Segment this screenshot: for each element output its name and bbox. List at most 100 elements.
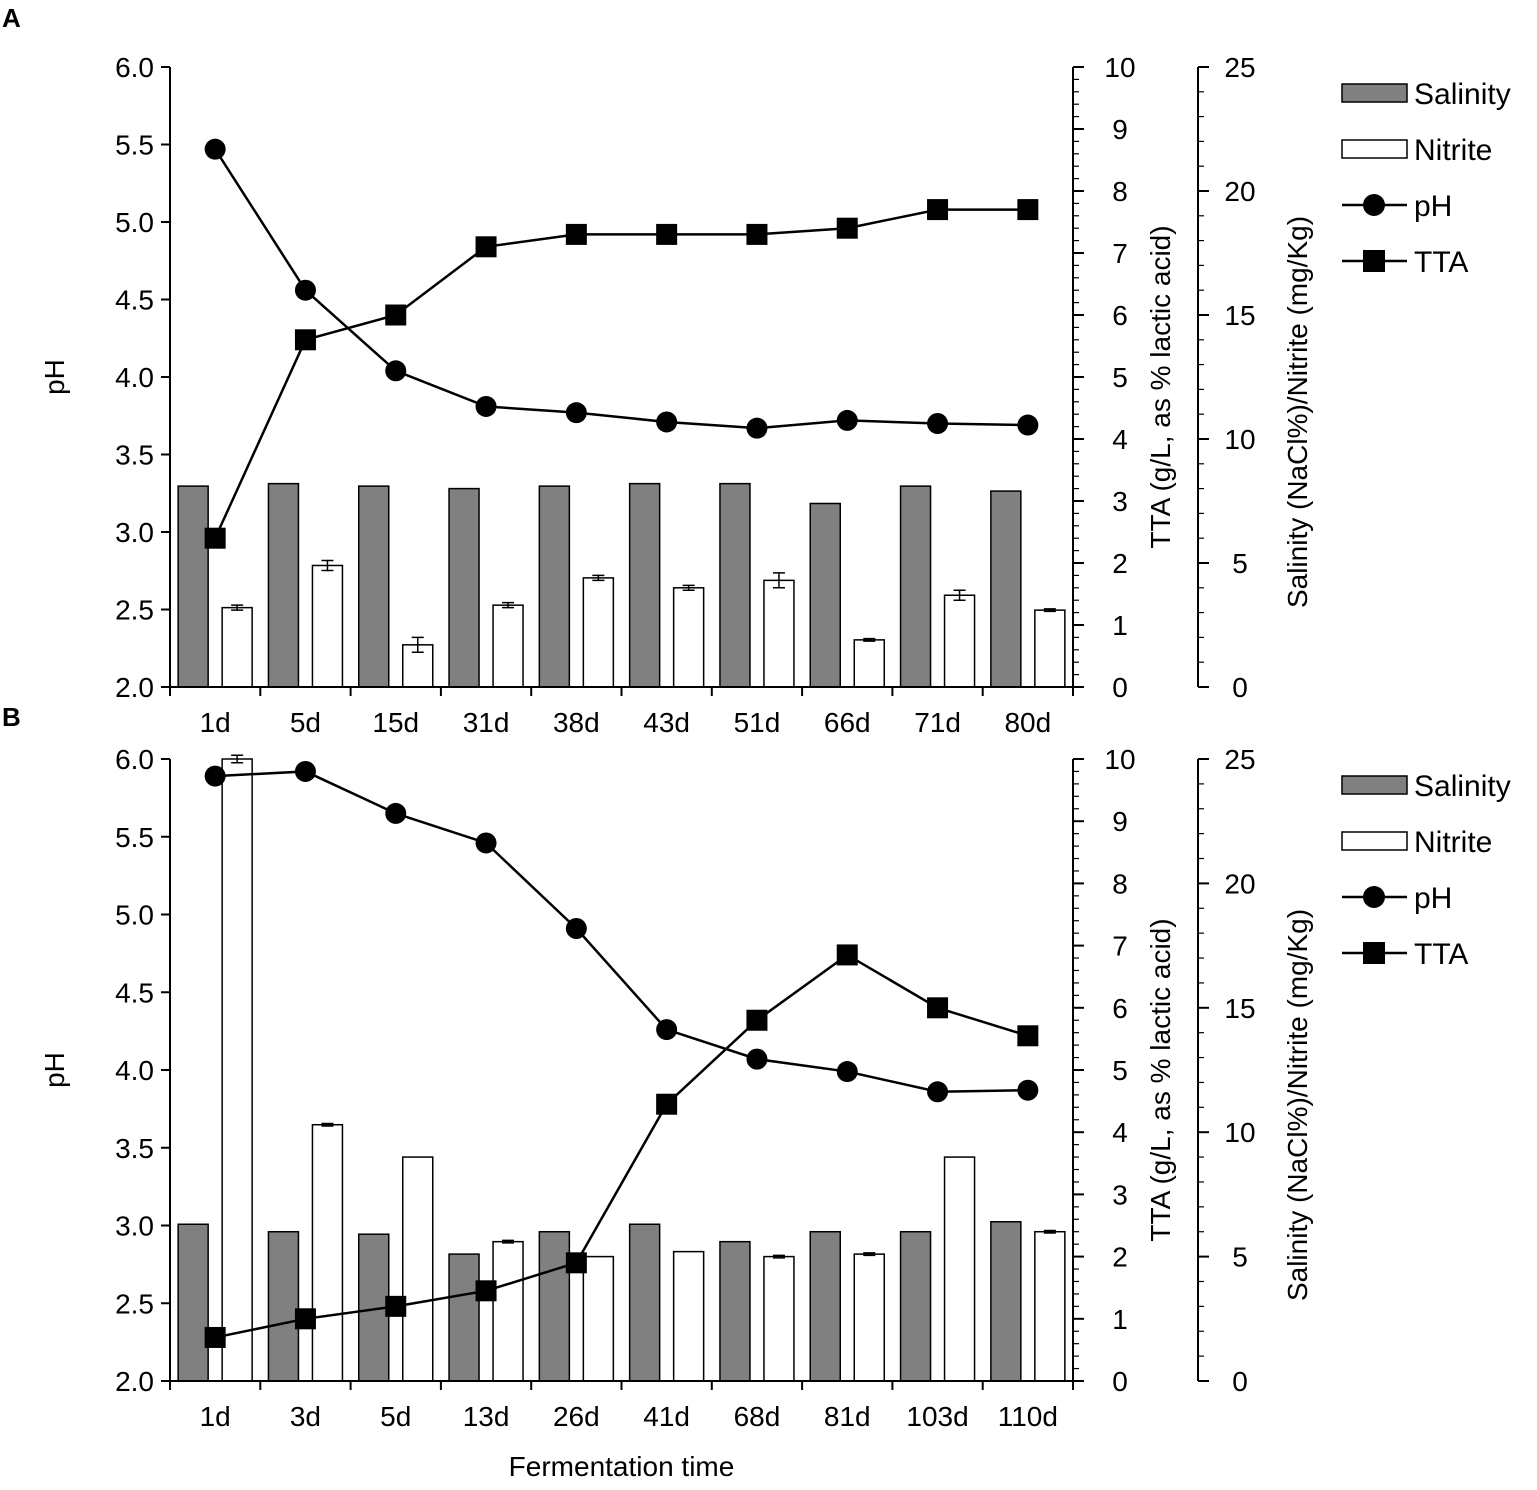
error-bar-nitrite-5d <box>321 559 334 572</box>
point-ph-38d <box>565 402 587 424</box>
bar-nitrite-41d <box>672 1250 705 1382</box>
y-axis-title-left: pH <box>39 1052 70 1088</box>
bar-salinity-110d <box>990 1221 1022 1382</box>
bar-nitrite-5d <box>311 564 344 688</box>
error-bar-nitrite-1d <box>231 604 244 611</box>
y-axis-title-left: pH <box>39 359 70 395</box>
y-tick-label-left: 6.0 <box>115 52 154 83</box>
x-axis-title: Fermentation time <box>509 1451 735 1482</box>
bar-nitrite-71d <box>943 594 976 688</box>
legend-marker-ph <box>1363 194 1385 216</box>
point-ph-1d <box>204 765 226 787</box>
y-axis-title-tta: TTA (g/L, as % lactic acid) <box>1145 225 1176 548</box>
y-tick-label-tta: 5 <box>1112 362 1128 393</box>
error-bar-nitrite-51d <box>772 572 785 589</box>
panel-b: B 2.0 2.5 3.0 3.5 4.0 4.5 5.0 5.5 6.0 pH 1d 3d 5d 13d 2… <box>2 702 1511 1482</box>
y-tick-label-salinity: 10 <box>1224 424 1255 455</box>
point-ph-31d <box>475 395 497 417</box>
x-tick-label: 81d <box>824 1401 871 1432</box>
point-ph-13d <box>475 832 497 854</box>
bar-salinity-1d <box>177 1223 209 1382</box>
y-tick-label-tta: 3 <box>1112 486 1128 517</box>
point-tta-5d <box>385 1295 407 1317</box>
legend-swatch-nitrite <box>1341 139 1408 159</box>
y-tick-label-tta: 9 <box>1112 806 1128 837</box>
y-tick-label-salinity: 15 <box>1224 300 1255 331</box>
x-tick-label: 110d <box>998 1401 1058 1432</box>
y-tick-label-left: 5.5 <box>115 130 154 161</box>
legend-marker-tta <box>1363 942 1385 964</box>
point-ph-26d <box>565 917 587 939</box>
legend-label-salinity: Salinity <box>1414 78 1511 111</box>
legend-label-tta: TTA <box>1414 938 1468 971</box>
point-tta-38d <box>565 223 587 245</box>
y-tick-label-tta: 4 <box>1112 1117 1128 1148</box>
point-tta-1d <box>204 527 226 549</box>
bar-nitrite-81d <box>853 1253 885 1382</box>
legend-label-salinity: Salinity <box>1414 770 1511 803</box>
line-tta <box>214 208 1028 539</box>
y-tick-label-tta: 1 <box>1112 1304 1128 1335</box>
y-tick-label-left: 4.0 <box>115 362 154 393</box>
point-ph-81d <box>836 1061 858 1083</box>
bar-salinity-38d <box>538 485 571 688</box>
y-tick-label-tta: 8 <box>1112 176 1128 207</box>
legend-label-ph: pH <box>1414 882 1452 915</box>
y-tick-label-salinity: 5 <box>1232 1242 1248 1273</box>
legend-swatch-nitrite <box>1341 831 1408 851</box>
point-tta-71d <box>927 199 949 221</box>
bar-nitrite-43d <box>672 587 705 688</box>
y-tick-label-tta: 2 <box>1112 1242 1128 1273</box>
bar-nitrite-103d <box>943 1156 976 1382</box>
y-tick-label-salinity: 20 <box>1224 868 1255 899</box>
y-tick-label-salinity: 20 <box>1224 176 1255 207</box>
bar-salinity-15d <box>358 485 390 688</box>
x-tick-label: 41d <box>643 1401 690 1432</box>
bar-salinity-26d <box>538 1230 571 1382</box>
point-ph-5d <box>385 802 407 824</box>
bar-salinity-68d <box>719 1240 751 1382</box>
y-tick-label-left: 4.0 <box>115 1055 154 1086</box>
y-tick-label-left: 3.5 <box>115 440 154 471</box>
point-ph-5d <box>294 279 316 301</box>
bar-nitrite-31d <box>492 604 524 688</box>
line-ph <box>215 770 1028 1094</box>
y-tick-label-tta: 8 <box>1112 868 1128 899</box>
point-tta-5d <box>294 329 316 351</box>
bar-salinity-31d <box>448 487 480 688</box>
bar-nitrite-1d <box>221 758 253 1382</box>
error-bar-nitrite-81d <box>863 1252 876 1257</box>
y-tick-label-left: 3.0 <box>115 517 154 548</box>
bar-nitrite-26d <box>582 1255 615 1382</box>
point-tta-43d <box>656 223 678 245</box>
x-tick-label: 1d <box>200 707 231 738</box>
legend-label-tta: TTA <box>1414 246 1468 279</box>
x-tick-label: 80d <box>1004 707 1051 738</box>
y-tick-label-tta: 5 <box>1112 1055 1128 1086</box>
y-tick-label-tta: 6 <box>1112 993 1128 1024</box>
y-tick-label-tta: 10 <box>1104 52 1135 83</box>
y-tick-label-salinity: 25 <box>1224 52 1255 83</box>
panel-letter: B <box>2 702 21 732</box>
bar-salinity-1d <box>177 485 209 688</box>
y-tick-label-left: 2.5 <box>115 1288 154 1319</box>
error-bar-nitrite-13d <box>502 1239 515 1244</box>
x-tick-label: 51d <box>734 707 781 738</box>
legend-marker-tta <box>1363 250 1385 272</box>
bar-salinity-13d <box>448 1253 480 1382</box>
point-tta-110d <box>1017 1025 1039 1047</box>
y-tick-label-tta: 0 <box>1112 1366 1128 1397</box>
point-ph-110d <box>1017 1079 1039 1101</box>
x-tick-label: 43d <box>643 707 690 738</box>
y-tick-label-left: 2.0 <box>115 1366 154 1397</box>
bar-salinity-80d <box>990 490 1022 688</box>
panel-letter: A <box>2 3 21 33</box>
point-ph-68d <box>746 1048 768 1070</box>
error-bar-nitrite-71d <box>953 589 966 601</box>
y-tick-label-left: 4.5 <box>115 285 154 316</box>
bar-salinity-3d <box>267 1230 300 1382</box>
point-tta-1d <box>204 1326 226 1348</box>
legend-swatch-salinity <box>1341 83 1408 103</box>
point-ph-43d <box>656 411 678 433</box>
